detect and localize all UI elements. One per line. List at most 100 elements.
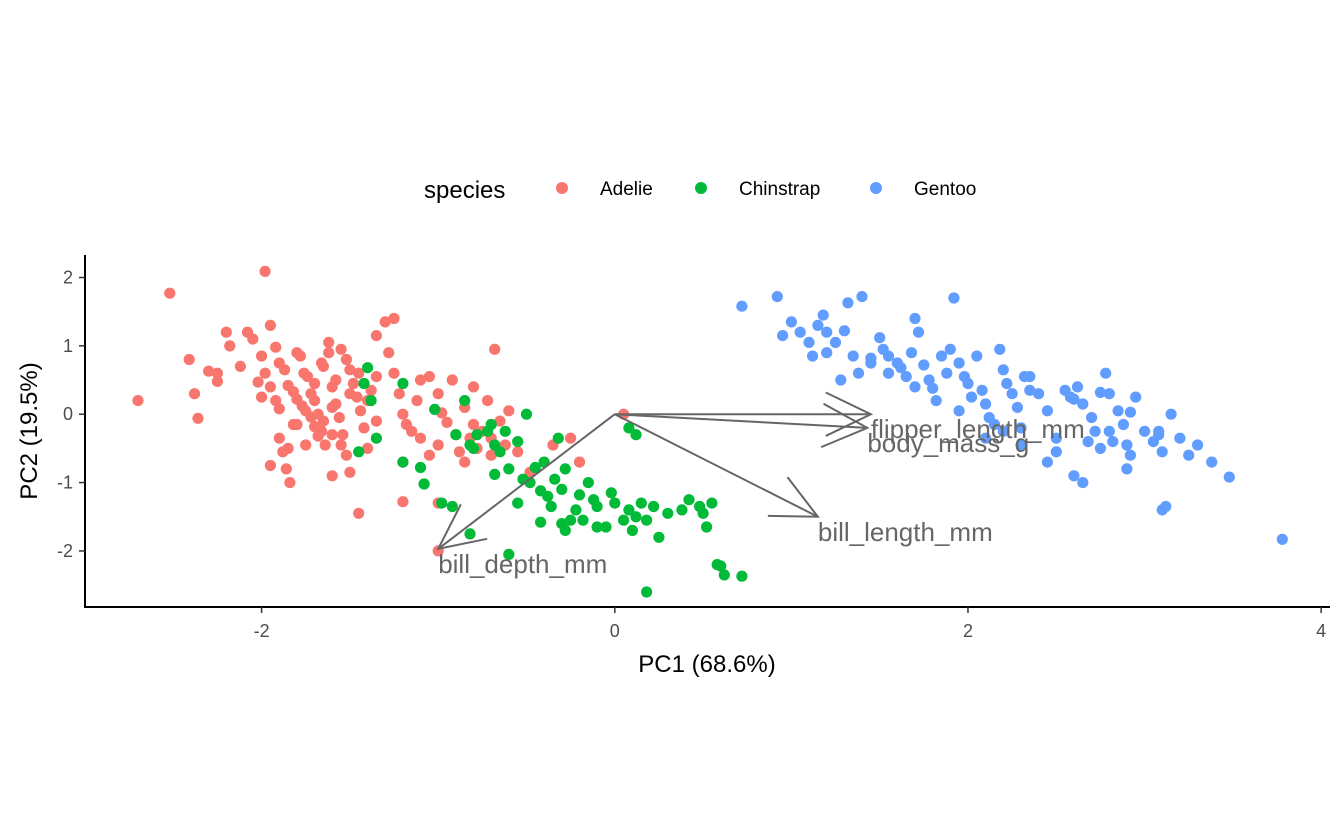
data-point	[600, 521, 612, 533]
data-point	[835, 374, 847, 386]
data-point	[715, 560, 727, 572]
data-point	[807, 350, 819, 362]
data-point	[1107, 436, 1119, 448]
data-point	[429, 403, 441, 415]
data-point	[653, 531, 665, 543]
data-point	[379, 316, 391, 328]
data-point	[909, 381, 921, 393]
data-point	[641, 586, 653, 598]
data-point	[256, 391, 268, 403]
data-point	[354, 405, 367, 417]
data-point	[565, 514, 577, 526]
data-point	[247, 333, 259, 345]
data-point	[623, 422, 635, 434]
data-point	[211, 367, 223, 379]
data-point	[432, 388, 444, 400]
data-point	[1024, 371, 1036, 383]
data-point	[224, 340, 236, 352]
data-point	[441, 416, 453, 428]
data-point	[317, 415, 329, 427]
data-point	[980, 432, 992, 444]
data-point	[284, 477, 296, 489]
data-point	[423, 449, 435, 461]
data-point	[812, 319, 824, 331]
data-point	[264, 381, 276, 393]
series-chinstrap	[353, 362, 748, 598]
data-point	[499, 425, 511, 437]
data-point	[609, 497, 621, 509]
data-point	[353, 507, 365, 519]
data-point	[220, 326, 232, 338]
data-point	[482, 395, 494, 407]
data-point	[706, 497, 718, 509]
data-point	[203, 365, 215, 377]
data-point	[1100, 367, 1112, 379]
data-point	[1192, 439, 1204, 451]
data-point	[697, 507, 709, 519]
arrow-body-mass-g: body_mass_g	[614, 402, 1029, 458]
data-point	[503, 548, 515, 561]
data-point	[319, 439, 331, 451]
data-point	[573, 456, 586, 468]
data-point	[980, 398, 992, 410]
data-point	[270, 341, 282, 353]
data-point	[335, 343, 347, 355]
data-point	[1112, 405, 1124, 417]
arrow-bill-length-mm: bill_length_mm	[614, 413, 993, 547]
data-point	[641, 514, 653, 526]
data-point	[852, 367, 865, 379]
data-point	[353, 446, 365, 458]
data-point	[559, 463, 571, 475]
y-tick-label: -2	[57, 541, 73, 561]
data-point	[192, 412, 204, 424]
data-point	[676, 504, 688, 516]
y-tick-label: -1	[57, 473, 73, 493]
data-point	[459, 456, 471, 468]
legend-label: Adelie	[600, 179, 653, 200]
x-tick-label: -2	[254, 621, 270, 641]
arrow-head	[820, 402, 870, 449]
data-point	[829, 336, 842, 348]
data-point	[353, 367, 365, 379]
data-point	[489, 343, 501, 355]
data-point	[545, 500, 557, 513]
data-point	[1124, 449, 1136, 461]
arrow-label: body_mass_g	[867, 428, 1029, 458]
data-point	[549, 473, 561, 485]
data-point	[291, 418, 303, 431]
x-axis-title: PC1 (68.6%)	[638, 651, 775, 678]
data-point	[485, 418, 497, 431]
data-point	[423, 371, 435, 383]
arrow-bill-depth-mm: bill_depth_mm	[436, 413, 616, 579]
data-point	[340, 449, 352, 461]
data-point	[794, 326, 806, 338]
data-point	[406, 425, 418, 437]
arrow-head	[825, 391, 874, 437]
data-point	[301, 371, 314, 383]
data-point	[432, 439, 444, 451]
data-point	[414, 374, 427, 386]
data-point	[1121, 439, 1133, 451]
data-point	[618, 514, 630, 526]
legend-label: Chinstrap	[739, 179, 820, 200]
data-point	[446, 500, 458, 513]
data-point	[326, 401, 338, 413]
data-point	[370, 415, 382, 427]
series-adelie	[132, 265, 630, 557]
data-point	[397, 496, 409, 508]
data-point	[309, 395, 321, 407]
data-point	[736, 570, 748, 582]
y-ticks: -2 -1 0 1 2	[57, 268, 85, 561]
data-point	[626, 524, 639, 537]
data-point	[323, 347, 335, 359]
data-point	[316, 425, 328, 437]
arrow-shaft	[614, 413, 819, 518]
data-point	[397, 456, 409, 468]
data-point	[494, 446, 506, 458]
data-point	[865, 357, 877, 369]
legend-label: Gentoo	[914, 179, 976, 200]
data-point	[132, 395, 144, 407]
data-point	[927, 382, 939, 394]
data-point	[1094, 386, 1106, 398]
